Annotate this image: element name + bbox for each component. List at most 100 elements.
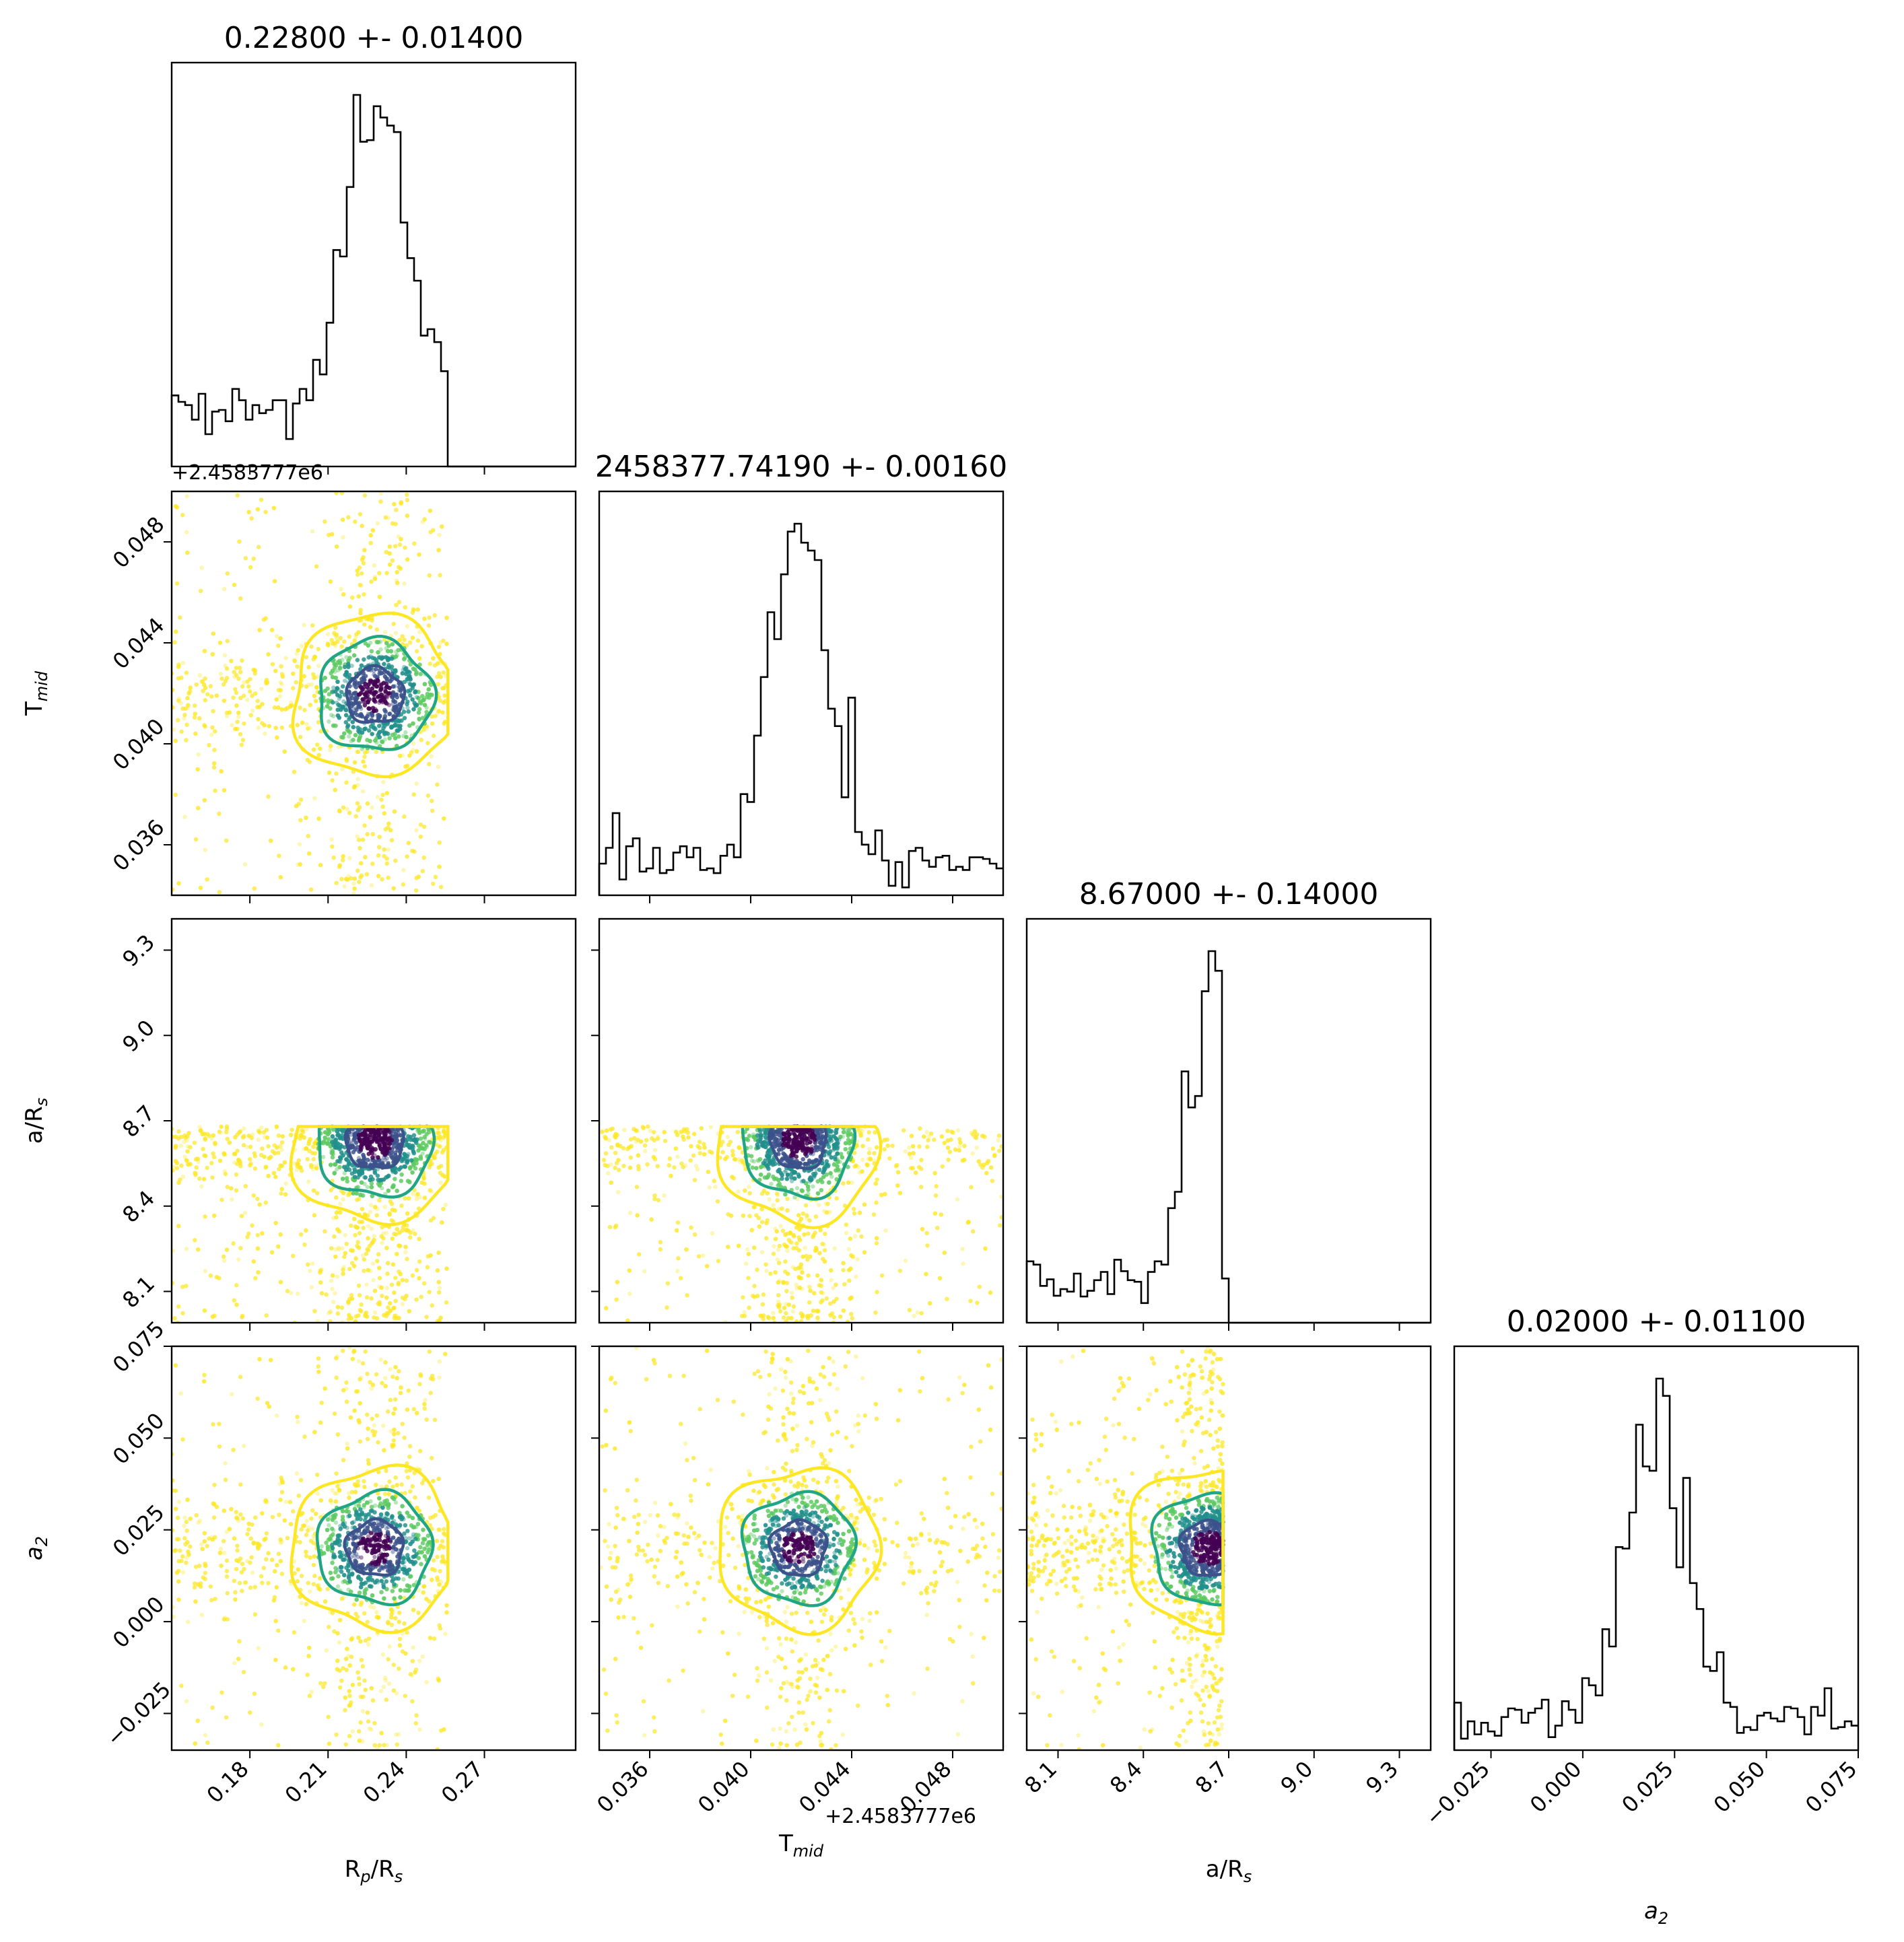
scatter-point xyxy=(264,679,269,684)
scatter-point xyxy=(341,705,345,710)
scatter-point xyxy=(252,671,257,676)
scatter-point xyxy=(419,701,423,706)
scatter-point xyxy=(368,814,372,820)
scatter-point xyxy=(193,1172,198,1177)
scatter-point xyxy=(188,685,193,690)
scatter-point xyxy=(316,753,321,758)
scatter-point xyxy=(280,674,285,679)
scatter-point xyxy=(278,688,283,693)
scatter-point xyxy=(428,530,433,534)
scatter-point xyxy=(370,732,374,736)
scatter-point xyxy=(287,704,293,709)
scatter-point xyxy=(375,521,380,526)
scatter-point xyxy=(340,858,345,863)
scatter-point xyxy=(362,548,367,553)
scatter-point xyxy=(173,738,178,743)
scatter-point xyxy=(414,1268,419,1273)
scatter-point xyxy=(408,676,413,681)
scatter-point xyxy=(425,1265,430,1270)
scatter-point xyxy=(419,738,423,742)
scatter-point xyxy=(351,738,355,742)
scatter-point xyxy=(235,493,240,497)
scatter-point xyxy=(405,514,410,518)
scatter-point xyxy=(327,770,332,775)
scatter-point xyxy=(355,658,360,662)
scatter-point xyxy=(335,713,341,718)
scatter-point xyxy=(329,713,334,718)
scatter-point xyxy=(355,868,360,873)
scatter-point xyxy=(186,703,191,707)
scatter-point xyxy=(358,845,362,851)
scatter-point xyxy=(262,723,267,728)
scatter-point xyxy=(315,689,320,695)
scatter-point xyxy=(271,506,277,510)
scatter-point xyxy=(314,685,319,690)
scatter-point xyxy=(396,534,401,539)
scatter-point xyxy=(265,1135,270,1140)
scatter-point xyxy=(382,732,387,736)
scatter-point xyxy=(410,635,415,640)
scatter-point xyxy=(422,617,427,621)
scatter-point xyxy=(357,565,362,570)
scatter-point xyxy=(335,679,340,684)
scatter-point xyxy=(346,723,351,728)
scatter-point xyxy=(212,747,217,753)
scatter-point xyxy=(398,724,403,728)
scatter-point xyxy=(418,699,423,705)
scatter-point xyxy=(173,629,178,634)
scatter-point xyxy=(334,632,339,637)
scatter-point xyxy=(332,1234,337,1239)
scatter-point xyxy=(411,607,416,613)
scatter-point xyxy=(399,501,403,506)
scatter-point xyxy=(394,650,399,654)
scatter-point xyxy=(210,652,215,656)
scatter-point xyxy=(356,738,362,743)
scatter-point xyxy=(427,615,432,620)
scatter-point xyxy=(248,565,253,569)
scatter-point xyxy=(378,491,383,496)
scatter-point xyxy=(222,653,228,658)
scatter-point xyxy=(382,847,386,852)
scatter-point xyxy=(314,699,318,703)
scatter-point xyxy=(308,887,314,892)
scatter-point xyxy=(442,685,446,691)
scatter-point xyxy=(182,716,186,721)
scatter-point xyxy=(384,655,388,660)
scatter-point xyxy=(188,689,193,693)
scatter-point xyxy=(266,652,271,657)
scatter-point xyxy=(201,1177,207,1181)
scatter-point xyxy=(246,510,251,514)
scatter-point xyxy=(362,764,367,769)
scatter-point xyxy=(294,804,299,808)
scatter-point xyxy=(414,828,419,833)
scatter-point xyxy=(328,579,333,584)
scatter-point xyxy=(315,742,320,747)
scatter-point xyxy=(186,703,191,707)
scatter-point xyxy=(298,734,303,740)
scatter-point xyxy=(327,719,331,724)
scatter-point xyxy=(331,700,335,705)
scatter-point xyxy=(173,504,178,509)
scatter-point xyxy=(234,703,239,708)
scatter-point xyxy=(363,641,368,646)
scatter-point xyxy=(386,821,391,826)
scatter-point xyxy=(337,703,343,708)
scatter-point xyxy=(427,761,432,767)
scatter-point xyxy=(361,759,366,764)
scatter-point xyxy=(225,639,230,644)
scatter-point xyxy=(355,658,360,662)
scatter-point xyxy=(420,693,425,699)
scatter-point xyxy=(406,709,411,714)
scatter-point xyxy=(347,672,352,677)
scatter-point xyxy=(420,716,426,720)
scatter-point xyxy=(217,640,223,646)
scatter-point xyxy=(421,697,426,703)
scatter-point xyxy=(379,797,384,802)
scatter-point xyxy=(397,637,403,642)
scatter-point xyxy=(395,718,400,723)
scatter-point xyxy=(426,793,431,798)
scatter-point xyxy=(415,703,419,707)
scatter-point xyxy=(238,1245,243,1251)
scatter-point xyxy=(227,710,232,715)
scatter-point xyxy=(308,703,312,707)
